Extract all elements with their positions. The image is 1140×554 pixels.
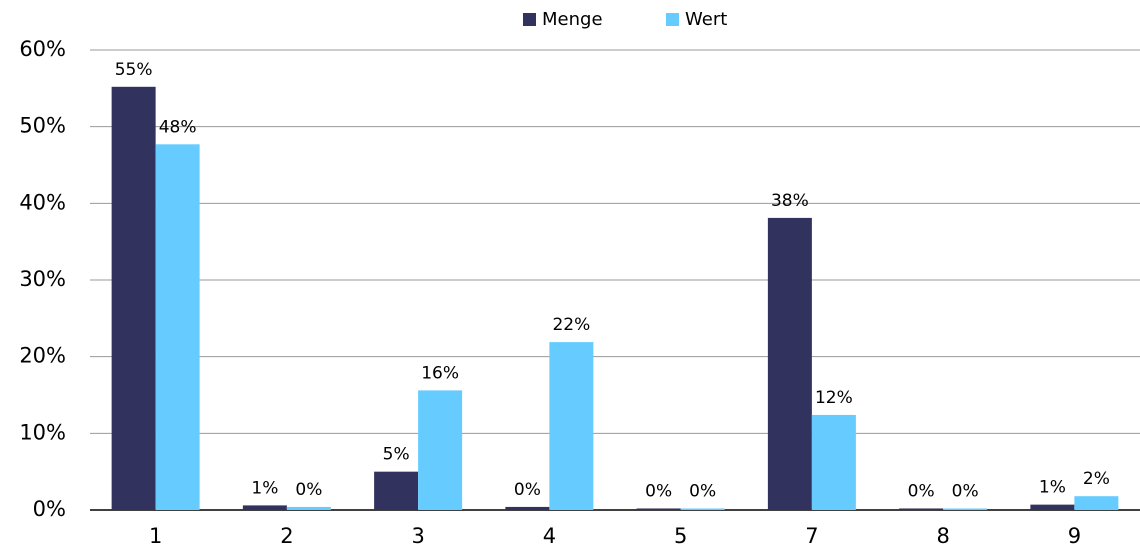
- value-label: 5%: [383, 445, 410, 465]
- value-label: 0%: [514, 480, 541, 500]
- bar: [505, 506, 550, 510]
- legend-swatch: [666, 13, 679, 26]
- y-tick-label: 0%: [33, 497, 66, 521]
- bar: [155, 144, 200, 511]
- bar: [286, 506, 331, 510]
- bar: [242, 505, 287, 510]
- value-label: 48%: [159, 117, 197, 137]
- x-tick-label: 9: [1068, 524, 1081, 548]
- x-tick-label: 5: [674, 524, 687, 548]
- legend-swatch: [523, 13, 536, 26]
- y-tick-label: 40%: [19, 190, 66, 214]
- value-label: 0%: [645, 481, 672, 501]
- legend-label: Wert: [685, 9, 727, 30]
- bar: [1074, 496, 1119, 510]
- bar: [943, 508, 988, 510]
- x-tick-label: 7: [805, 524, 818, 548]
- bar: [767, 217, 812, 510]
- bar: [549, 342, 594, 510]
- value-label: 0%: [295, 480, 322, 500]
- bar: [374, 471, 419, 510]
- x-tick-label: 4: [543, 524, 556, 548]
- x-tick-label: 3: [411, 524, 424, 548]
- value-label: 22%: [552, 315, 590, 335]
- bar: [899, 508, 944, 510]
- y-tick-label: 10%: [19, 420, 66, 444]
- bar: [811, 414, 856, 510]
- y-tick-label: 20%: [19, 344, 66, 368]
- value-label: 0%: [908, 481, 935, 501]
- value-label: 55%: [115, 60, 153, 80]
- legend-label: Menge: [542, 9, 603, 30]
- value-label: 1%: [251, 478, 278, 498]
- bar: [111, 86, 156, 511]
- bar: [1030, 504, 1075, 510]
- value-label: 0%: [952, 481, 979, 501]
- value-label: 0%: [689, 481, 716, 501]
- y-tick-label: 30%: [19, 267, 66, 291]
- y-tick-label: 50%: [19, 114, 66, 138]
- bar: [680, 508, 725, 510]
- value-label: 1%: [1039, 478, 1066, 498]
- bar: [636, 508, 681, 510]
- value-label: 2%: [1083, 469, 1110, 489]
- bar: [418, 390, 463, 510]
- x-tick-label: 1: [149, 524, 162, 548]
- value-label: 16%: [421, 363, 459, 383]
- value-label: 12%: [815, 388, 853, 408]
- x-tick-label: 8: [936, 524, 949, 548]
- y-tick-label: 60%: [19, 37, 66, 61]
- x-tick-label: 2: [280, 524, 293, 548]
- value-label: 38%: [771, 191, 809, 211]
